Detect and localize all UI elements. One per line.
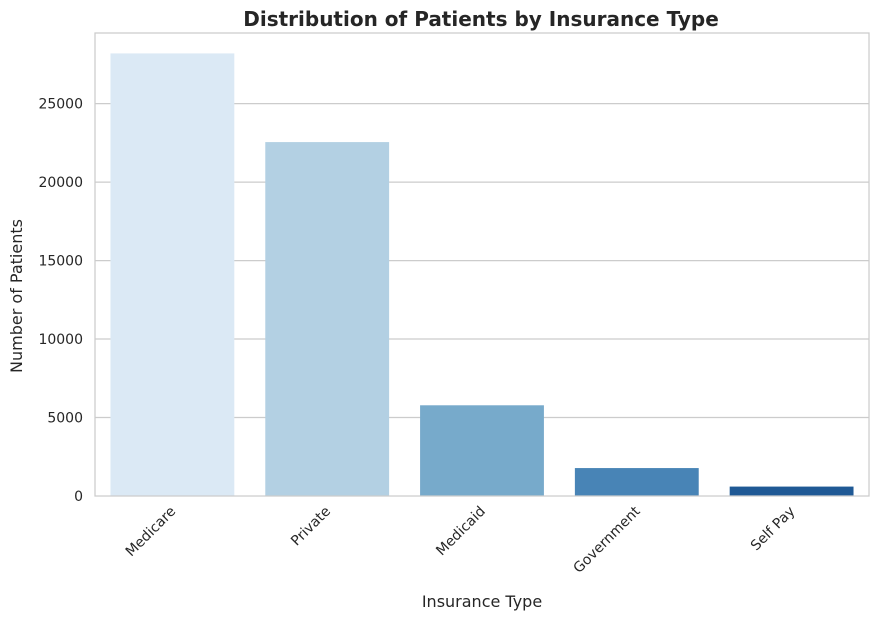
axes-frame bbox=[94, 32, 870, 497]
bars bbox=[110, 53, 854, 497]
y-tick-labels: 0 5000 10000 15000 20000 25000 bbox=[38, 97, 83, 505]
x-tick-label-medicaid: Medicaid bbox=[433, 504, 489, 560]
bar-medicare bbox=[110, 53, 235, 497]
x-tick-label-private: Private bbox=[288, 504, 334, 550]
y-tick-label-25000: 25000 bbox=[38, 97, 83, 113]
bar-private bbox=[265, 142, 390, 497]
chart-title: Distribution of Patients by Insurance Ty… bbox=[243, 7, 719, 31]
y-tick-label-10000: 10000 bbox=[38, 332, 83, 348]
x-tick-label-medicare: Medicare bbox=[123, 504, 179, 560]
bar-self-pay bbox=[729, 486, 854, 496]
x-axis-label: Insurance Type bbox=[422, 592, 542, 611]
x-tick-labels: Medicare Private Medicaid Government Self Pa… bbox=[123, 503, 799, 576]
bar-government bbox=[574, 468, 699, 496]
y-tick-label-20000: 20000 bbox=[38, 175, 83, 191]
y-tick-label-15000: 15000 bbox=[38, 254, 83, 270]
x-tick-label-government: Government bbox=[571, 503, 644, 576]
y-tick-label-0: 0 bbox=[74, 489, 83, 505]
y-tick-label-5000: 5000 bbox=[47, 411, 83, 427]
bar-medicaid bbox=[420, 405, 544, 496]
x-tick-label-self-pay: Self Pay bbox=[748, 504, 799, 555]
y-axis-label: Number of Patients bbox=[7, 219, 26, 373]
